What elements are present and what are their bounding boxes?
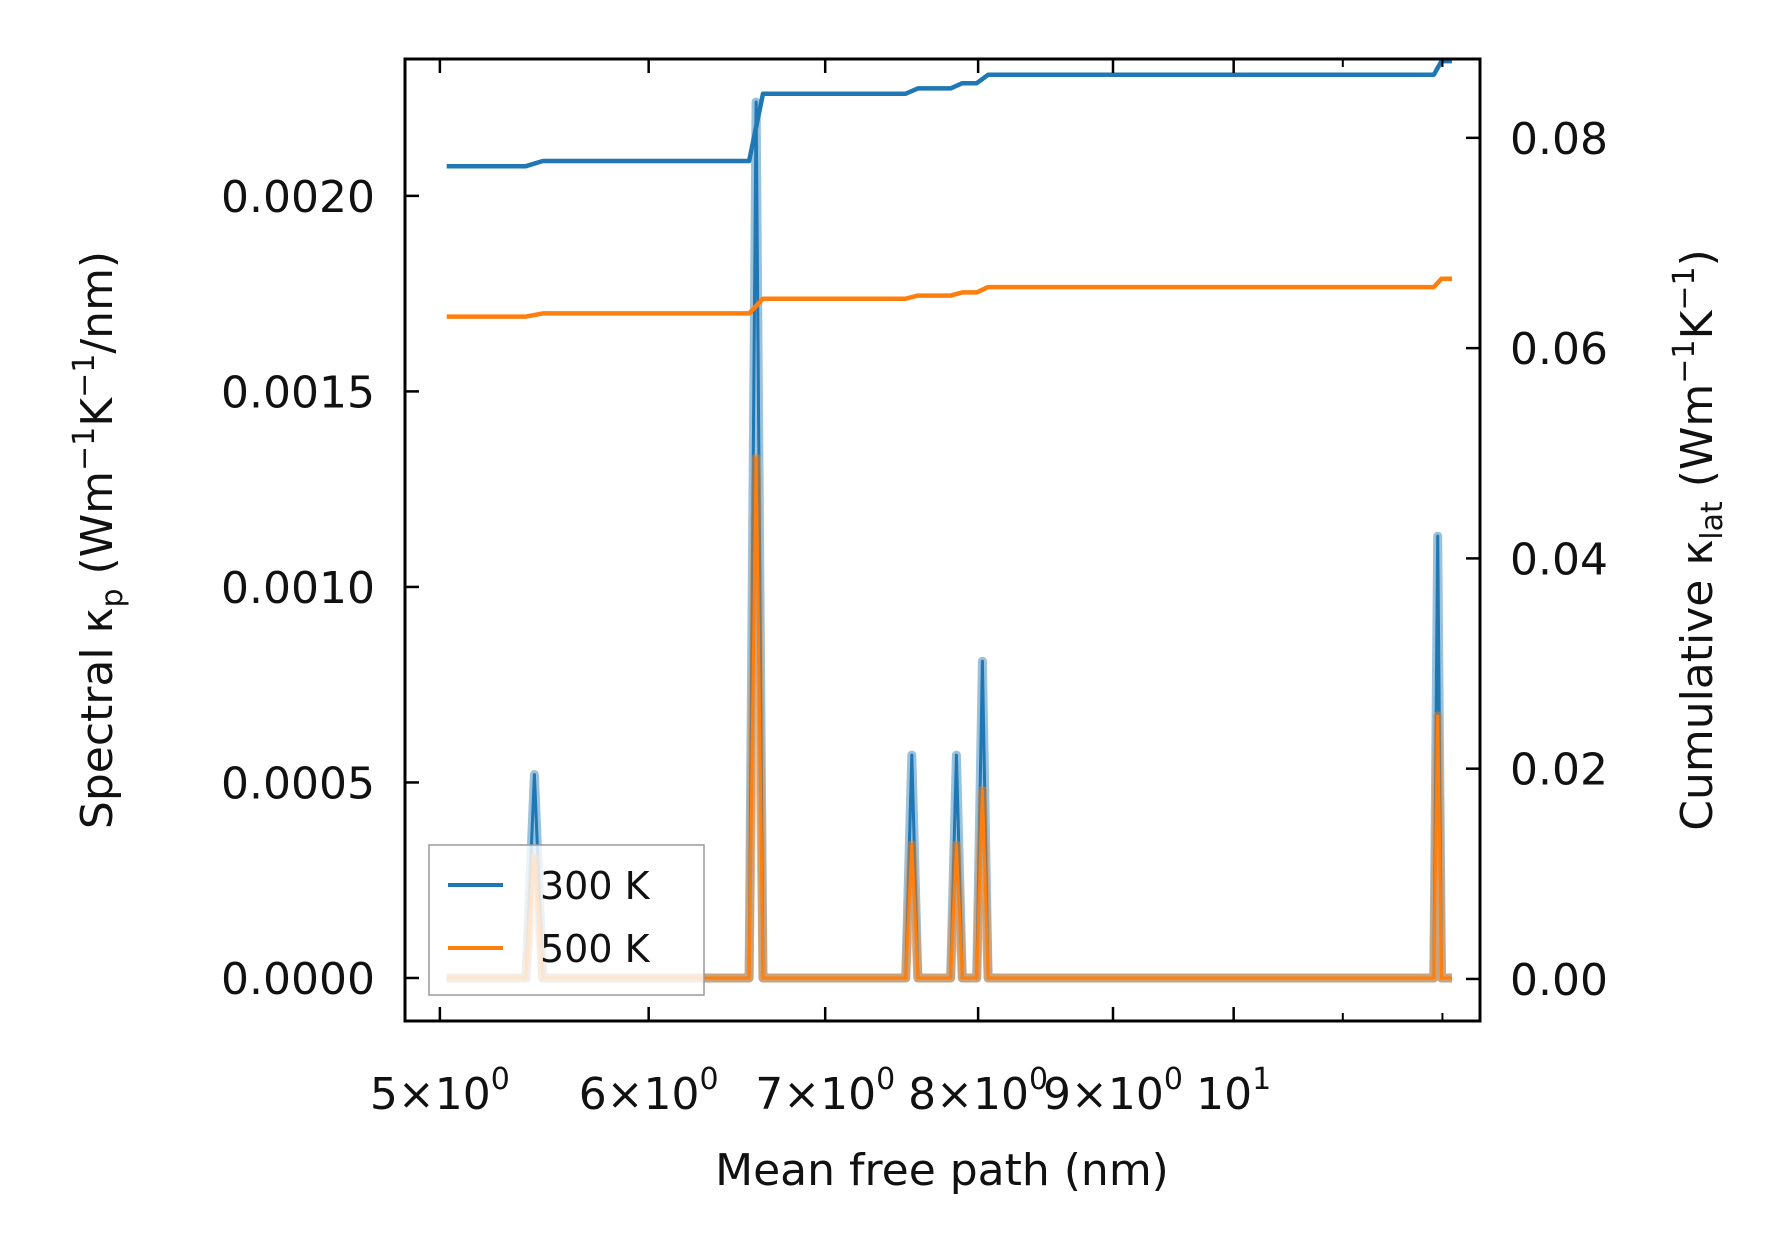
legend-box: [428, 844, 705, 996]
x-tick-label: 5×100: [370, 1062, 510, 1120]
x-tick-label: 7×100: [755, 1062, 895, 1120]
y-left-axis-ticks: 0.0000 0.0005 0.0010 0.0015 0.0020: [221, 172, 419, 1005]
y-right-tick-label: 0.04: [1510, 534, 1608, 585]
y-left-tick-label: 0.0005: [221, 758, 375, 809]
y-right-axis-ticks: 0.00 0.02 0.04 0.06 0.08: [1466, 114, 1608, 1006]
y-left-tick-label: 0.0020: [221, 172, 375, 223]
cumulative-line-500k: [446, 276, 1452, 319]
x-tick-label: 101: [1196, 1062, 1271, 1120]
y-right-tick-label: 0.02: [1510, 745, 1608, 796]
x-tick-label: 9×100: [1043, 1062, 1183, 1120]
y-left-tick-label: 0.0010: [221, 563, 375, 614]
x-tick-label: 6×100: [579, 1062, 719, 1120]
y-left-tick-label: 0.0000: [221, 954, 375, 1005]
legend-label-300k: 300 K: [540, 864, 651, 908]
legend-label-500k: 500 K: [540, 927, 651, 971]
y-left-tick-label: 0.0015: [221, 367, 375, 418]
y-right-axis-label: Cumulative κlat (Wm−1K−1): [1667, 249, 1730, 831]
plot-frame: [403, 57, 1482, 1023]
x-axis-label: Mean free path (nm): [715, 1145, 1169, 1196]
legend: 300 K 500 K: [428, 844, 705, 996]
x-tick-label: 8×100: [908, 1062, 1048, 1120]
y-right-tick-label: 0.06: [1510, 324, 1608, 375]
y-left-axis-label: Spectral κp (Wm−1K−1/nm): [67, 251, 130, 829]
y-right-tick-label: 0.00: [1510, 955, 1608, 1006]
cumulative-line-300k: [446, 58, 1452, 169]
y-right-tick-label: 0.08: [1510, 114, 1608, 165]
